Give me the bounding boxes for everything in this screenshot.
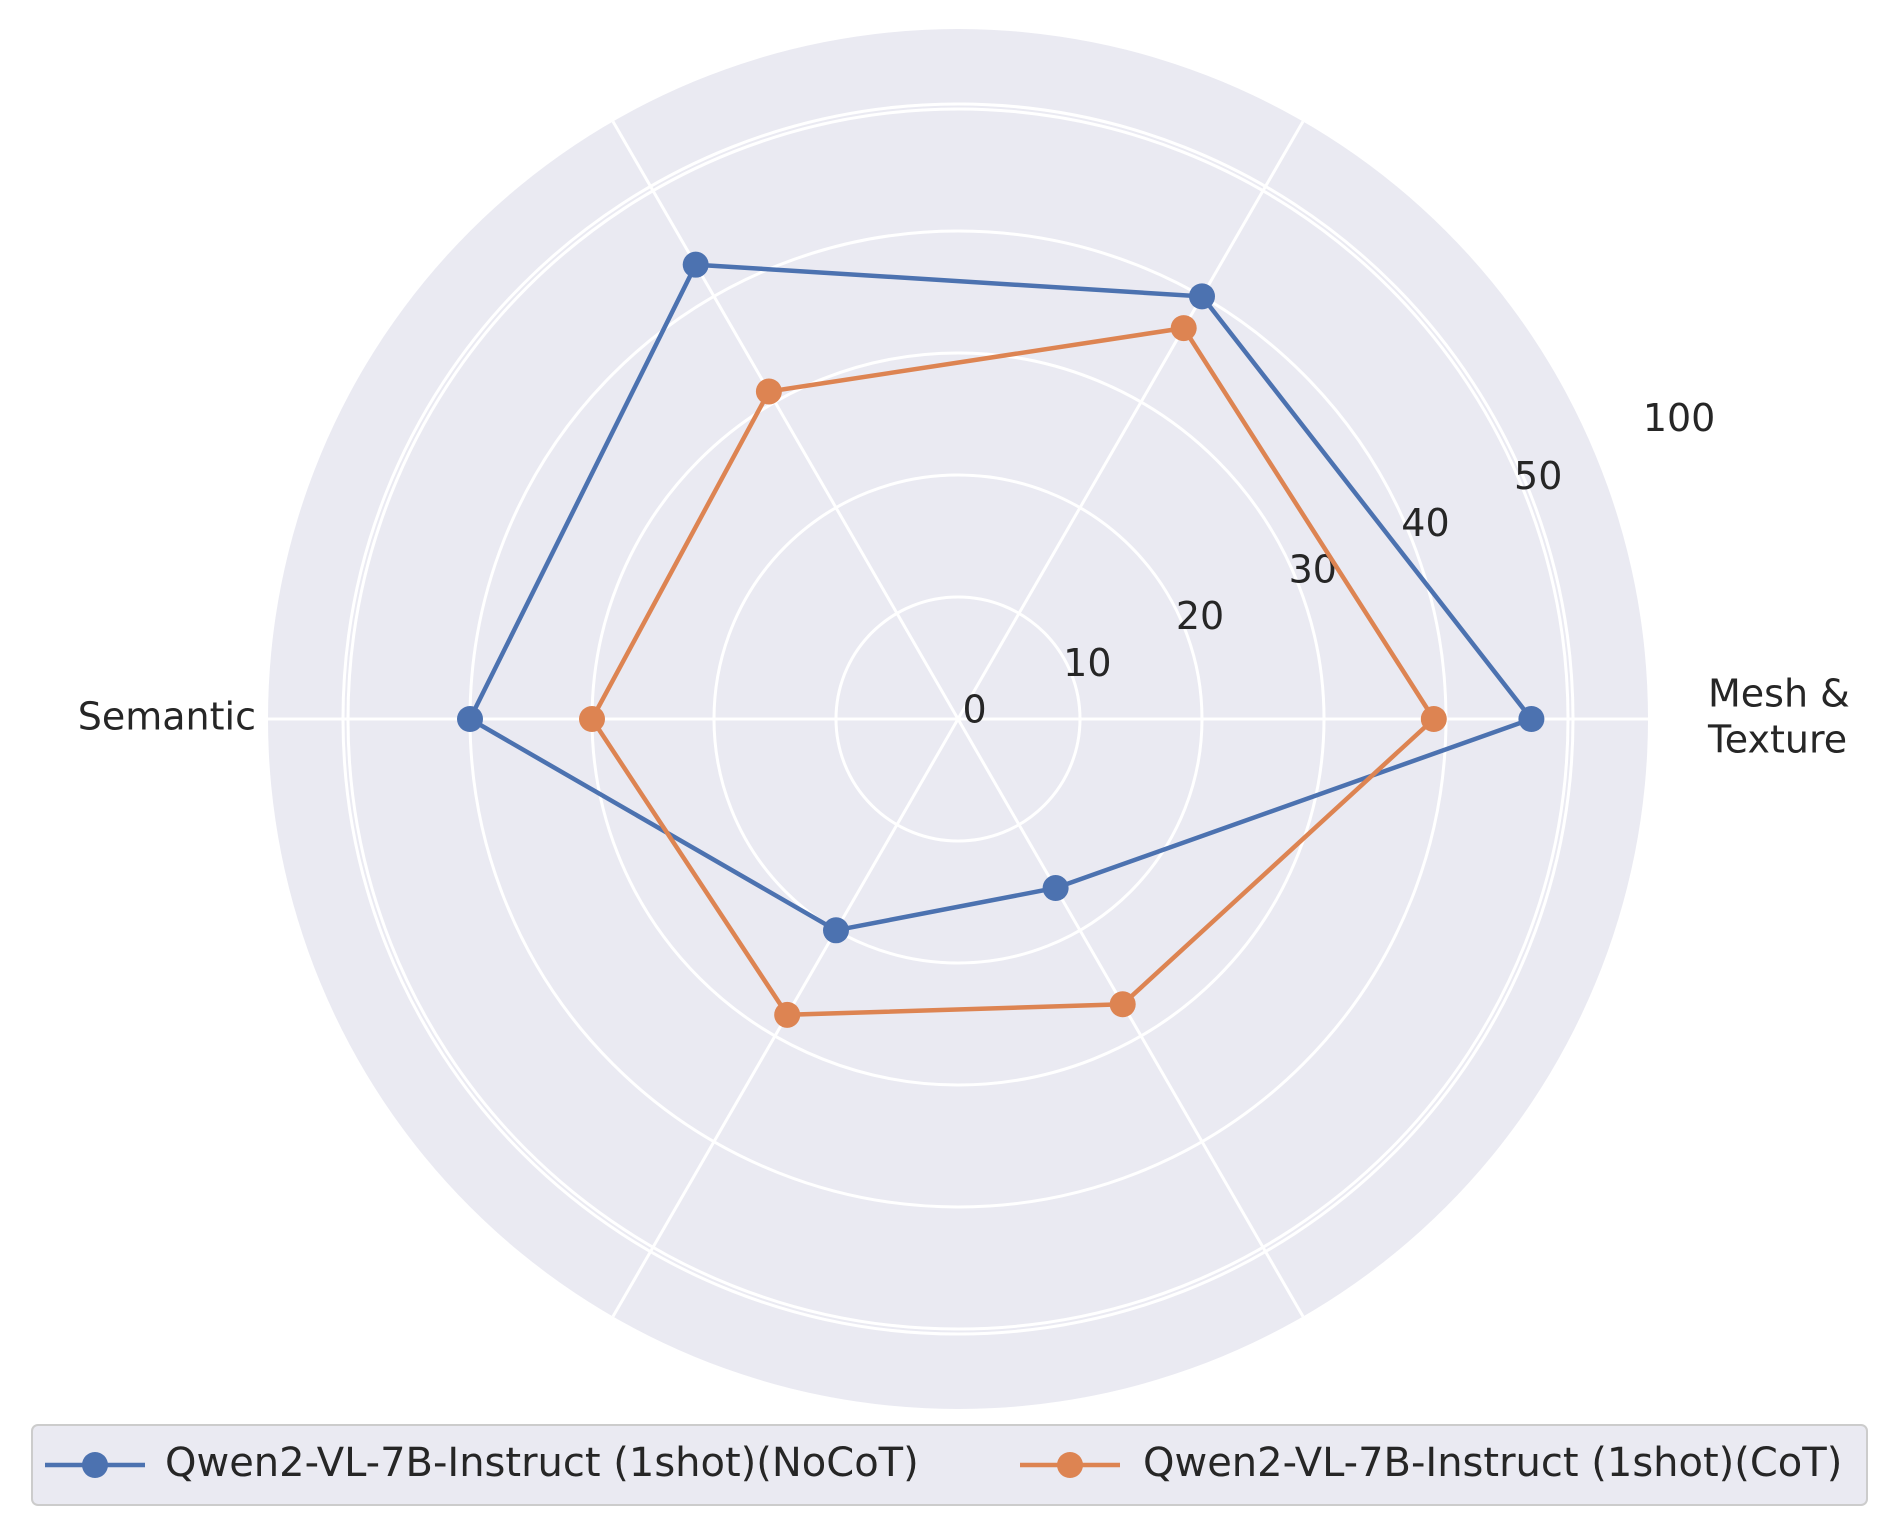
radial-tick-label: 100 <box>1643 396 1716 440</box>
series-point <box>1170 315 1197 342</box>
legend-swatch-marker <box>1057 1452 1083 1478</box>
radial-tick-label: 10 <box>1063 641 1111 685</box>
radial-tick-label: 50 <box>1514 454 1562 498</box>
legend: Qwen2-VL-7B-Instruct (1shot)(NoCoT) Qwen2… <box>31 1424 1868 1506</box>
series-point <box>682 251 709 278</box>
series-point <box>755 378 782 405</box>
series-point <box>1420 706 1447 732</box>
category-label: Mesh & Texture <box>1707 672 1850 762</box>
series-point <box>823 917 849 944</box>
series-point <box>1042 875 1069 902</box>
series-point <box>1109 991 1136 1018</box>
legend-swatch-marker <box>82 1452 108 1478</box>
legend-label: Qwen2-VL-7B-Instruct (1shot)(CoT) <box>1143 1440 1842 1486</box>
series-point <box>774 1001 801 1028</box>
radial-tick-label: 40 <box>1401 501 1449 545</box>
grid-spoke <box>956 718 1305 1318</box>
radial-tick-label: 0 <box>963 688 987 732</box>
category-label: Semantic <box>78 695 256 739</box>
legend-label: Qwen2-VL-7B-Instruct (1shot)(NoCoT) <box>165 1440 919 1486</box>
series-point <box>1189 283 1215 310</box>
radial-tick-label: 20 <box>1176 594 1224 638</box>
series-point <box>1518 706 1545 732</box>
grid-spoke <box>611 120 960 720</box>
grid-spoke <box>956 120 1305 720</box>
series-point <box>579 706 605 732</box>
legend-box <box>31 1424 1868 1506</box>
series-point <box>457 706 483 732</box>
grid-spokes <box>268 120 1648 1318</box>
series-points <box>457 251 1545 1028</box>
